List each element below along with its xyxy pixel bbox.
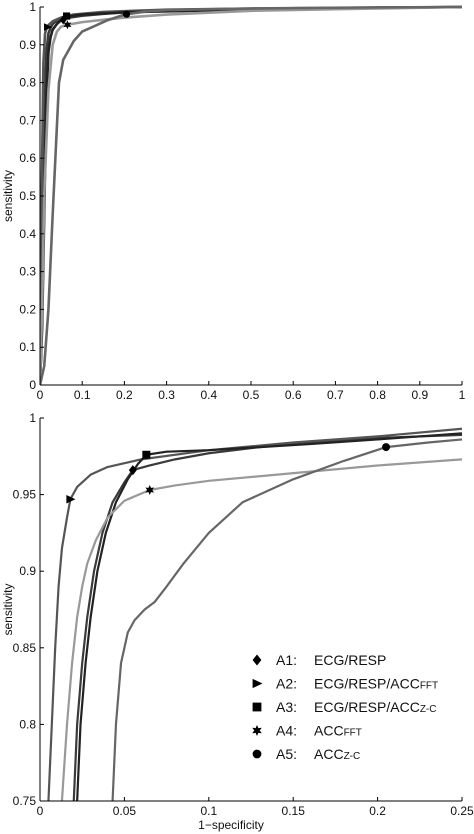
full-y-tick-label: 0.8 (19, 76, 36, 90)
full-x-tick-label: 0.8 (369, 388, 386, 402)
plot-area (47, 427, 463, 801)
roc-chart-full: 0 0.1 0.2 0.3 0.4 0.5 0.6 0.7 0.8 0.9 1 0 0.1 0.2 0.3 0… (1, 0, 466, 402)
full-y-tick-label: 0.7 (19, 113, 36, 127)
zoom-x-tick-label: 0.1 (200, 804, 217, 818)
zoom-y-tick-label: 0.9 (19, 564, 36, 578)
full-operating-point-a4 (63, 20, 72, 30)
legend-label-a5: A5: (276, 746, 297, 762)
full-y-tick-label: 0.5 (19, 189, 36, 203)
zoom-y-tick-label: 0.75 (13, 794, 37, 808)
zoom-operating-point-a5 (382, 443, 391, 452)
zoom-series-line-a5 (111, 438, 463, 801)
zoom-x-tick-label: 0.2 (369, 804, 386, 818)
legend-marker-a4 (252, 725, 262, 736)
zoom-y-tick-label: 0.8 (19, 717, 36, 731)
zoom-series-line-a3 (76, 432, 463, 801)
full-x-tick-label: 0.9 (411, 388, 428, 402)
full-x-tick-label: 0.5 (243, 388, 260, 402)
legend-marker-a5 (252, 749, 262, 759)
legend-marker-a2 (252, 678, 263, 689)
full-operating-point-a2 (43, 23, 53, 31)
zoom-x-axis-label: 1−specificity (198, 818, 264, 832)
full-operating-point-a3 (62, 12, 71, 20)
full-series-line-a5 (40, 5, 463, 385)
full-series-line-a3 (40, 5, 463, 385)
full-y-tick-label: 0.3 (19, 265, 36, 279)
full-x-tick-label: 1 (459, 388, 466, 402)
full-y-tick-label: 0.4 (19, 227, 36, 241)
zoom-x-tick-label: 0.15 (282, 804, 306, 818)
zoom-x-tick-label: 0 (37, 804, 44, 818)
full-y-tick-label: 0.2 (19, 302, 36, 316)
zoom-y-axis-label: sensitivity (1, 583, 15, 635)
full-y-tick-label: 1 (29, 0, 36, 14)
zoom-operating-point-a3 (142, 450, 151, 459)
plot-area (40, 5, 463, 385)
zoom-y-tick-label: 1 (29, 411, 36, 425)
full-series-line-a4 (40, 5, 463, 385)
full-x-tick-label: 0 (37, 388, 44, 402)
full-y-axis-label: sensitivity (1, 170, 15, 222)
zoom-operating-point-a1 (128, 465, 137, 476)
legend-entry-a5: ACCZ-C (314, 746, 360, 762)
full-series-line-a2 (40, 5, 463, 385)
zoom-y-tick-label: 0.85 (13, 641, 37, 655)
full-x-tick-label: 0.7 (327, 388, 344, 402)
legend-label-a3: A3: (276, 699, 297, 715)
full-y-tick-label: 0.6 (19, 151, 36, 165)
zoom-operating-point-a2 (66, 494, 76, 504)
full-x-tick-label: 0.4 (200, 388, 217, 402)
legend-entry-a2: ECG/RESP/ACCFFT (314, 676, 438, 692)
legend-marker-a3 (252, 702, 262, 712)
full-y-tick-label: 0.1 (19, 340, 36, 354)
legend-entry-a3: ECG/RESP/ACCZ-C (314, 699, 436, 715)
legend-entry-a1: ECG/RESP (314, 652, 386, 668)
zoom-x-tick-label: 0.05 (113, 804, 137, 818)
zoom-series-line-a2 (47, 427, 463, 801)
full-series-line-a1 (40, 5, 463, 385)
full-x-tick-label: 0.3 (158, 388, 175, 402)
zoom-series-line-a4 (60, 458, 463, 801)
zoom-y-tick-label: 0.95 (13, 488, 37, 502)
full-x-tick-label: 0.6 (285, 388, 302, 402)
legend: A1: ECG/RESP A2: ECG/RESP/ACCFFT A3: ECG/RESP… (252, 652, 438, 762)
full-x-tick-label: 0.1 (74, 388, 91, 402)
legend-marker-a1 (252, 654, 262, 666)
full-x-tick-label: 0.2 (116, 388, 133, 402)
legend-label-a2: A2: (276, 676, 297, 692)
legend-label-a4: A4: (276, 723, 297, 739)
zoom-operating-point-a4 (145, 485, 155, 495)
full-operating-point-a5 (122, 10, 131, 18)
roc-chart-zoom: 0 0.05 0.1 0.15 0.2 0.25 0.75 0.8 0.85 0.9 0.95 1 se… (1, 411, 474, 832)
legend-label-a1: A1: (276, 652, 297, 668)
zoom-x-tick-label: 0.25 (450, 804, 474, 818)
legend-entry-a4: ACCFFT (314, 723, 362, 739)
full-y-tick-label: 0.9 (19, 38, 36, 52)
full-y-tick-label: 0 (29, 378, 36, 392)
